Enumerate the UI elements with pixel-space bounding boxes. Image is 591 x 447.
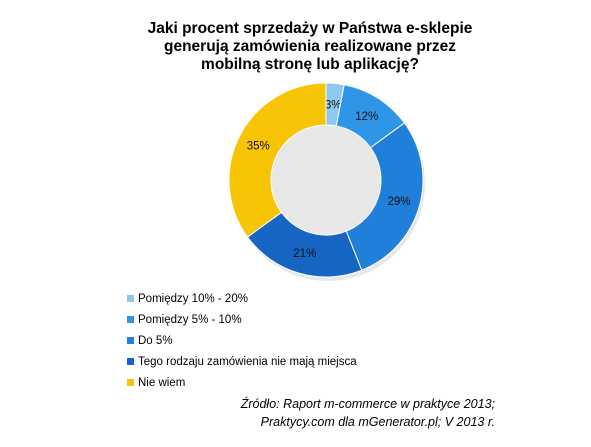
legend-swatch	[127, 316, 134, 323]
legend-label: Do 5%	[138, 335, 173, 347]
legend-label: Tego rodzaju zamówienia nie mają miejsca	[138, 356, 357, 368]
data-label: 35%	[247, 141, 270, 153]
legend-label: Pomiędzy 5% - 10%	[138, 314, 242, 326]
data-label: 3%	[325, 99, 342, 111]
data-label: 12%	[355, 111, 378, 123]
source-note: Źródło: Raport m-commerce w praktyce 201…	[241, 395, 495, 431]
legend-swatch	[127, 337, 134, 344]
legend-item: Do 5%	[127, 334, 357, 355]
legend-swatch	[127, 379, 134, 386]
legend-item: Pomiędzy 10% - 20%	[127, 292, 357, 313]
source-line-1: Źródło: Raport m-commerce w praktyce 201…	[240, 397, 495, 411]
legend-item: Tego rodzaju zamówienia nie mają miejsca	[127, 355, 357, 376]
chart-legend: Pomiędzy 10% - 20% Pomiędzy 5% - 10% Do 5%…	[127, 292, 357, 397]
data-label: 29%	[387, 196, 410, 208]
legend-swatch	[127, 295, 134, 302]
source-line-2: Praktycy.com dla mGenerator.pl; V 2013 r…	[260, 415, 495, 429]
legend-item: Nie wiem	[127, 376, 357, 397]
legend-item: Pomiędzy 5% - 10%	[127, 313, 357, 334]
data-label: 21%	[293, 248, 316, 260]
donut-chart: 3% 12% 29% 21% 35%	[228, 82, 425, 281]
legend-swatch	[127, 358, 134, 365]
donut-slice	[228, 82, 327, 238]
legend-label: Pomiędzy 10% - 20%	[138, 293, 248, 305]
donut-slice	[345, 122, 424, 271]
legend-label: Nie wiem	[138, 377, 186, 389]
chart-title: Jaki procent sprzedaży w Państwa e-sklep…	[140, 20, 480, 74]
chart-title-line-3: mobilną stronę lub aplikację?	[201, 56, 419, 73]
chart-title-line-1: Jaki procent sprzedaży w Państwa e-sklep…	[147, 20, 473, 37]
chart-title-line-2: generują zamówienia realizowane przez	[163, 38, 456, 55]
